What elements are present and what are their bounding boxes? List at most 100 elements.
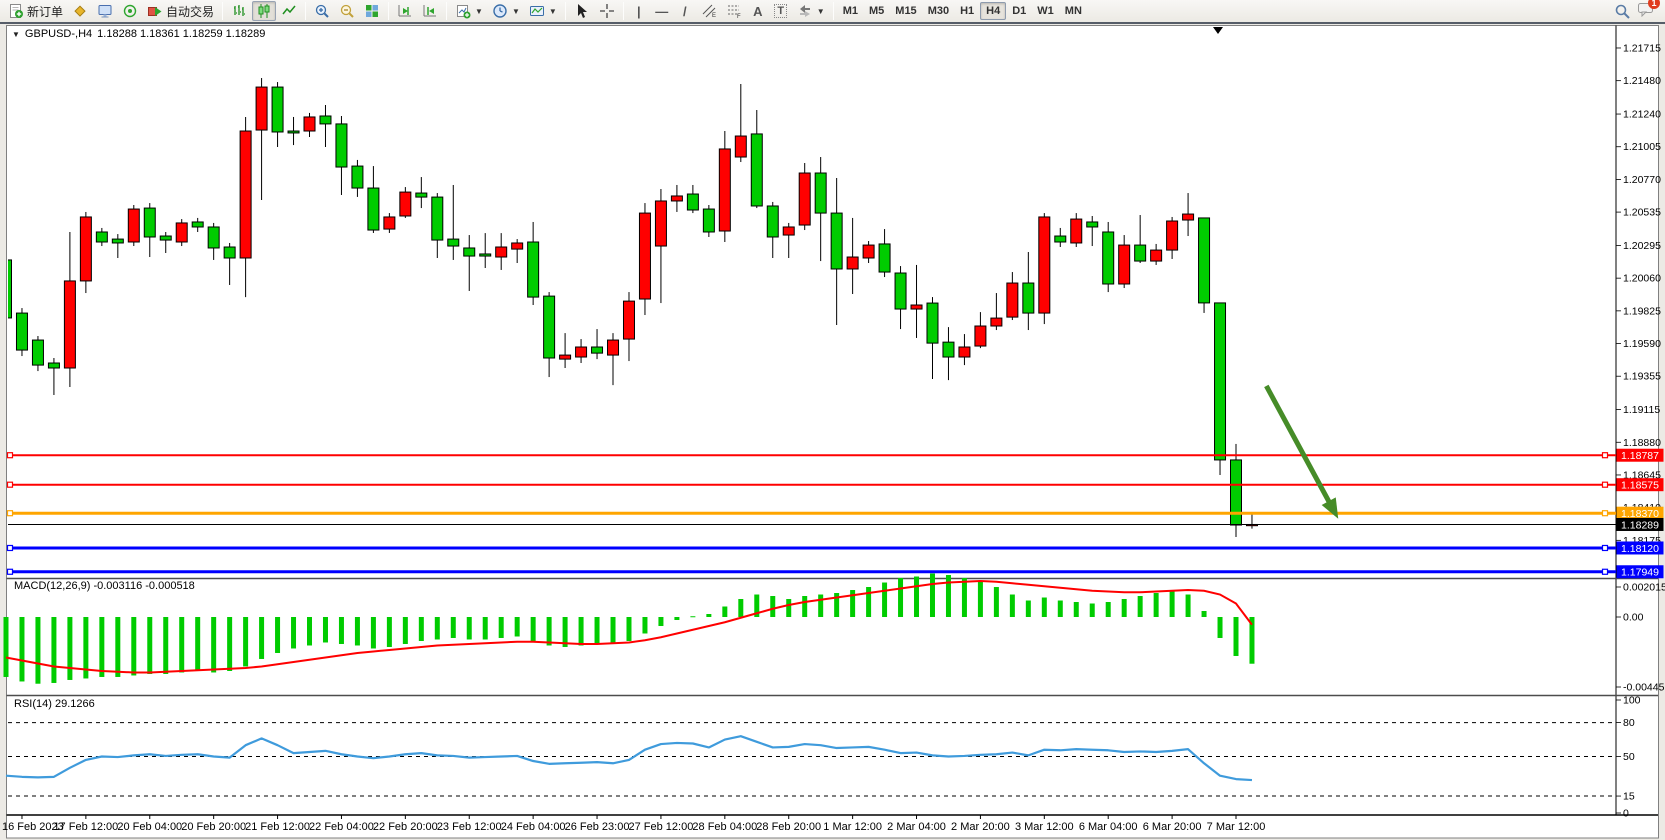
auto-trading-icon xyxy=(148,7,162,16)
equidistant-channel-tool-button[interactable]: E xyxy=(697,1,721,21)
line-chart-mode-button[interactable] xyxy=(277,1,301,21)
svg-text:7 Mar 12:00: 7 Mar 12:00 xyxy=(1207,821,1266,833)
timeframe-m15-button[interactable]: M15 xyxy=(895,5,917,17)
notifications-button[interactable]: 1 xyxy=(1637,0,1660,22)
svg-text:1.19115: 1.19115 xyxy=(1623,404,1660,416)
svg-text:1.20060: 1.20060 xyxy=(1623,273,1661,285)
search-icon[interactable] xyxy=(1614,3,1631,20)
svg-text:1.19590: 1.19590 xyxy=(1623,338,1661,350)
chart-window[interactable]: 1.21715 1.21480 1.21240 1.21005 1.20770 1.205… xyxy=(0,24,1665,840)
svg-text:1.18370: 1.18370 xyxy=(1621,508,1659,520)
price-chart-canvas[interactable]: 1.21715 1.21480 1.21240 1.21005 1.20770 1.205… xyxy=(0,24,1665,840)
new-chart-button[interactable]: ▼ xyxy=(451,1,487,21)
timeframe-h4-button[interactable]: H4 xyxy=(980,2,1007,20)
toolbar-separator xyxy=(832,2,834,20)
vertical-line-icon: | xyxy=(636,3,641,19)
timeframe-m5-button[interactable]: M5 xyxy=(869,5,885,17)
monitor-icon xyxy=(98,5,112,18)
textbox-tool-label: T xyxy=(774,4,788,18)
new-order-icon xyxy=(10,4,23,18)
new-order-label: 新订单 xyxy=(27,4,64,19)
timeframe-d1-button[interactable]: D1 xyxy=(1012,5,1027,17)
svg-text:E: E xyxy=(712,13,716,19)
svg-text:0.002015: 0.002015 xyxy=(1623,582,1665,594)
svg-text:21 Feb 12:00: 21 Feb 12:00 xyxy=(245,821,310,833)
trendline-tool-button[interactable]: / xyxy=(674,1,696,21)
clock-icon xyxy=(493,4,507,18)
svg-text:1.17949: 1.17949 xyxy=(1621,567,1659,579)
chart-symbol-label: GBPUSD-,H4 xyxy=(24,28,93,40)
text-label-tool-button[interactable]: T xyxy=(770,1,792,21)
candlestick-mode-button[interactable] xyxy=(252,1,277,21)
fibonacci-tool-button[interactable]: F xyxy=(722,1,746,21)
chart-title-bar: ▼ GBPUSD-,H4 1.18288 1.18361 1.18259 1.1… xyxy=(12,28,265,40)
signals-button[interactable] xyxy=(118,1,142,21)
svg-text:1.18787: 1.18787 xyxy=(1621,450,1659,462)
svg-text:1.21480: 1.21480 xyxy=(1623,75,1661,87)
svg-text:1.19825: 1.19825 xyxy=(1623,305,1661,317)
svg-text:1.21240: 1.21240 xyxy=(1623,109,1661,121)
svg-text:1.18880: 1.18880 xyxy=(1623,437,1661,449)
horizontal-line-tool-button[interactable]: — xyxy=(651,1,673,21)
chart-shift-button[interactable] xyxy=(393,1,417,21)
chevron-down-icon: ▼ xyxy=(548,6,557,16)
symbol-dropdown-icon[interactable]: ▼ xyxy=(12,29,20,39)
crosshair-tool-button[interactable] xyxy=(595,1,619,21)
chevron-down-icon: ▼ xyxy=(475,6,483,16)
new-order-button[interactable]: 新订单 xyxy=(4,1,67,21)
svg-text:0.00: 0.00 xyxy=(1623,612,1644,624)
arrows-tool-button[interactable]: ▼ xyxy=(793,1,829,21)
svg-text:80: 80 xyxy=(1623,717,1635,729)
horizontal-line-icon: — xyxy=(655,3,669,19)
chevron-down-icon: ▼ xyxy=(816,6,825,16)
svg-text:1.18120: 1.18120 xyxy=(1621,543,1659,555)
tile-windows-button[interactable] xyxy=(360,1,384,21)
auto-trading-button[interactable]: 自动交易 xyxy=(143,1,218,21)
vertical-line-tool-button[interactable]: | xyxy=(628,1,650,21)
svg-text:1.20770: 1.20770 xyxy=(1623,174,1661,186)
svg-text:23 Feb 12:00: 23 Feb 12:00 xyxy=(437,821,502,833)
svg-text:26 Feb 23:00: 26 Feb 23:00 xyxy=(565,821,630,833)
timeframe-h1-button[interactable]: H1 xyxy=(960,5,975,17)
chart-ohlc-values: 1.18288 1.18361 1.18259 1.18289 xyxy=(97,28,266,40)
tile-windows-icon xyxy=(366,5,379,17)
timeframe-mn-button[interactable]: MN xyxy=(1064,5,1082,17)
svg-text:1.20535: 1.20535 xyxy=(1623,207,1661,219)
bar-chart-mode-button[interactable] xyxy=(227,1,251,21)
svg-text:15: 15 xyxy=(1623,791,1635,803)
svg-text:1.18289: 1.18289 xyxy=(1621,519,1659,531)
history-center-button[interactable] xyxy=(68,1,92,21)
notification-count-badge: 1 xyxy=(1648,0,1660,9)
template-button[interactable]: ▼ xyxy=(525,1,561,21)
fibonacci-icon: F xyxy=(727,5,741,19)
candlestick-chart-icon xyxy=(258,4,270,18)
cursor-arrow-icon xyxy=(577,4,587,18)
auto-scroll-button[interactable] xyxy=(418,1,442,21)
zoom-in-button[interactable] xyxy=(310,1,334,21)
line-chart-icon xyxy=(282,5,296,15)
toolbar-separator xyxy=(622,2,624,20)
svg-text:0: 0 xyxy=(1623,808,1629,820)
timeframe-m1-button[interactable]: M1 xyxy=(842,5,858,17)
svg-text:2 Mar 20:00: 2 Mar 20:00 xyxy=(951,821,1010,833)
zoom-out-icon xyxy=(340,4,354,18)
zoom-out-button[interactable] xyxy=(335,1,359,21)
timeframe-m30-button[interactable]: M30 xyxy=(927,5,950,17)
svg-text:100: 100 xyxy=(1623,695,1641,707)
arrows-tool-icon xyxy=(799,5,810,17)
cursor-tool-button[interactable] xyxy=(570,1,594,21)
timeframe-w1-button[interactable]: W1 xyxy=(1037,5,1054,17)
svg-text:22 Feb 04:00: 22 Feb 04:00 xyxy=(309,821,374,833)
svg-text:28 Feb 04:00: 28 Feb 04:00 xyxy=(692,821,757,833)
svg-text:22 Feb 20:00: 22 Feb 20:00 xyxy=(373,821,438,833)
svg-text:6 Mar 04:00: 6 Mar 04:00 xyxy=(1079,821,1138,833)
crosshair-icon xyxy=(599,4,614,18)
signal-radar-icon xyxy=(123,4,137,18)
market-watch-button[interactable] xyxy=(93,1,117,21)
period-button[interactable]: ▼ xyxy=(488,1,524,21)
rsi-indicator-label: RSI(14) 29.1266 xyxy=(14,698,95,710)
text-tool-button[interactable]: A xyxy=(747,1,769,21)
new-chart-icon xyxy=(457,5,471,19)
svg-text:1 Mar 12:00: 1 Mar 12:00 xyxy=(823,821,882,833)
